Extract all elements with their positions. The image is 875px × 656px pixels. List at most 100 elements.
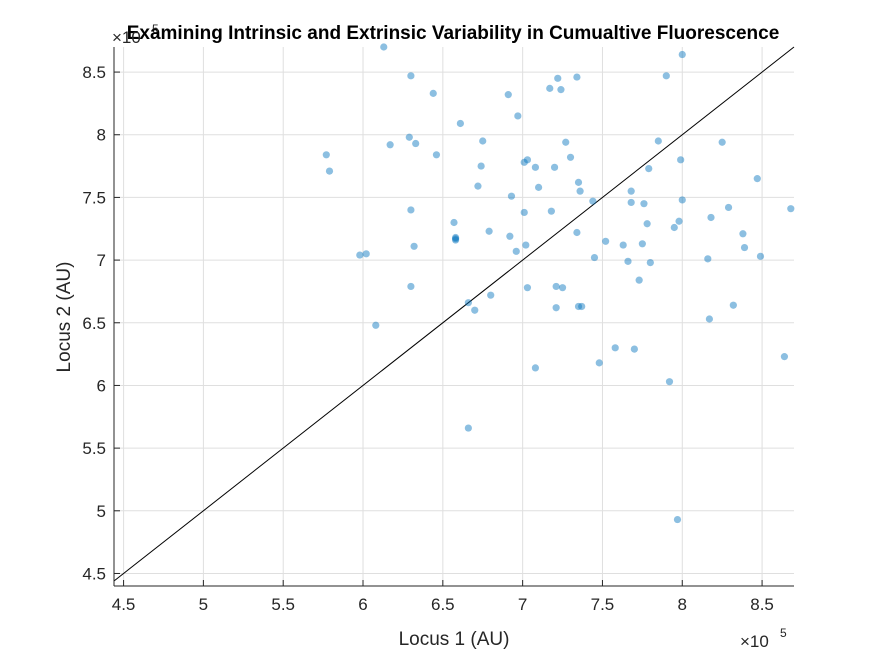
data-point <box>595 359 603 367</box>
data-point <box>678 196 686 204</box>
data-point <box>410 242 418 250</box>
data-point <box>471 306 479 314</box>
data-point <box>739 230 747 238</box>
data-point <box>479 137 487 145</box>
data-point <box>662 72 670 80</box>
y-exponent-base: ×10 <box>112 28 141 47</box>
x-tick-label: 5 <box>199 595 208 614</box>
data-point <box>627 198 635 207</box>
data-point <box>640 200 648 208</box>
data-point <box>451 235 460 243</box>
axes <box>113 47 794 587</box>
data-point <box>485 227 493 235</box>
data-point <box>611 344 619 352</box>
y-tick-label: 5 <box>97 502 106 521</box>
data-point <box>677 156 685 164</box>
x-exponent-base: ×10 <box>740 632 769 651</box>
data-point <box>627 187 635 195</box>
y-tick-label: 7.5 <box>82 188 106 207</box>
data-point <box>407 282 415 291</box>
data-point <box>487 291 495 299</box>
data-point <box>624 257 632 265</box>
data-point <box>705 315 713 323</box>
data-point <box>451 236 460 244</box>
data-point <box>450 218 458 227</box>
y-tick-label: 8 <box>97 126 106 145</box>
data-point <box>407 72 415 80</box>
data-point <box>635 276 643 284</box>
data-point <box>578 302 586 311</box>
data-point <box>645 164 653 173</box>
data-point <box>718 138 726 146</box>
data-point <box>429 89 437 97</box>
data-point <box>673 515 682 524</box>
data-point <box>678 50 686 59</box>
grid-lines <box>114 47 794 586</box>
data-point <box>675 217 683 225</box>
data-point <box>504 91 512 99</box>
data-point <box>550 163 559 171</box>
data-point <box>707 213 715 222</box>
x-tick-label: 4.5 <box>112 595 136 614</box>
y-tick-label: 5.5 <box>82 439 106 458</box>
y-axis-label: Locus 2 (AU) <box>54 262 75 373</box>
x-axis-exponent: ×10 5 <box>740 626 787 651</box>
x-tick-label: 8.5 <box>750 595 774 614</box>
data-point <box>740 243 749 252</box>
data-point <box>512 247 520 255</box>
data-point <box>574 178 583 186</box>
data-point <box>753 175 761 183</box>
data-point <box>356 251 364 259</box>
y-tick-label: 4.5 <box>82 564 106 583</box>
data-point <box>362 250 370 258</box>
data-point <box>638 240 646 248</box>
data-point <box>576 187 584 195</box>
data-point <box>432 151 441 159</box>
data-point <box>602 237 610 245</box>
y-axis-exponent: ×10 5 <box>112 22 159 47</box>
y-tick-label: 8.5 <box>82 63 106 82</box>
x-tick-label: 6 <box>358 595 367 614</box>
data-point <box>520 158 528 166</box>
data-point <box>552 282 560 291</box>
scatter-points <box>322 43 795 524</box>
data-point <box>464 424 472 432</box>
reference-line-y-equals-x <box>113 46 795 582</box>
chart-title: Examining Intrinsic and Extrinsic Variab… <box>127 23 780 44</box>
data-point <box>407 206 415 214</box>
data-point <box>474 182 482 190</box>
x-tick-label: 7.5 <box>591 595 615 614</box>
data-point <box>522 241 530 249</box>
data-point <box>412 139 420 148</box>
data-point <box>643 220 651 228</box>
y-tick-label: 7 <box>97 251 106 270</box>
data-point <box>523 156 532 164</box>
data-point <box>523 284 532 292</box>
data-point <box>724 203 733 212</box>
data-point <box>787 205 795 213</box>
data-point <box>552 304 560 312</box>
data-point <box>554 74 562 82</box>
data-point <box>507 192 516 200</box>
x-tick-label: 8 <box>678 595 687 614</box>
data-point <box>756 252 765 260</box>
data-point <box>464 299 472 307</box>
y-tick-label: 6.5 <box>82 314 106 333</box>
data-point <box>514 112 522 120</box>
data-point <box>665 378 674 386</box>
data-point <box>573 228 581 237</box>
reference-line-group <box>113 46 795 582</box>
data-point <box>562 138 570 146</box>
data-point <box>704 255 712 263</box>
data-point <box>372 321 380 329</box>
x-tick-label: 6.5 <box>431 595 455 614</box>
y-tick-label: 6 <box>97 376 106 395</box>
x-exponent-power: 5 <box>780 626 787 640</box>
data-point <box>451 233 460 242</box>
data-point <box>535 183 543 191</box>
data-point <box>646 259 654 267</box>
y-exponent-power: 5 <box>152 22 159 36</box>
data-point <box>547 207 555 215</box>
data-point <box>456 119 464 128</box>
